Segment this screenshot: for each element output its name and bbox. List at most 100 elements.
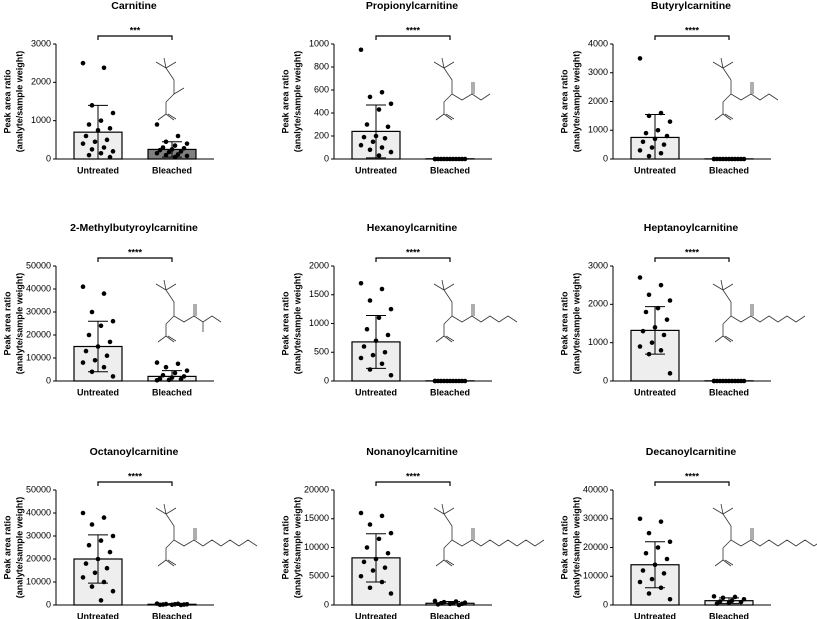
data-point [640, 568, 646, 573]
data-point [166, 149, 172, 155]
data-point [388, 101, 394, 107]
data-point [637, 344, 643, 349]
data-point [432, 598, 438, 604]
data-point [637, 148, 643, 153]
bond [157, 335, 167, 343]
data-point [172, 143, 178, 148]
x-tick-label: Bleached [709, 387, 749, 397]
y-tick-label: 500 [314, 347, 329, 357]
data-point [667, 371, 673, 376]
data-point [640, 139, 646, 145]
data-point [732, 594, 738, 600]
y-axis-label: Peak area ratio [559, 291, 569, 356]
y-tick-label: 20000 [304, 484, 329, 494]
data-point [388, 591, 394, 596]
bond [433, 283, 445, 291]
y-tick-label: 200 [314, 130, 329, 140]
y-tick-label: 2000 [309, 260, 329, 270]
bond [435, 335, 445, 343]
data-point [83, 348, 89, 354]
data-point [664, 317, 670, 322]
x-tick-label: Untreated [355, 611, 397, 619]
data-point [658, 150, 664, 156]
bond [155, 283, 167, 291]
y-tick-label: 30000 [583, 513, 608, 523]
data-point [110, 374, 116, 379]
data-point [107, 549, 113, 555]
chart-title: 2-Methylbutyroylcarnitine [70, 222, 198, 234]
bond [443, 507, 455, 515]
bond [443, 559, 453, 567]
data-point [104, 137, 110, 143]
data-point [101, 65, 107, 71]
data-point [385, 124, 391, 130]
data-point [98, 118, 104, 123]
data-point [667, 298, 673, 303]
bond [445, 335, 455, 342]
error-bar [162, 603, 182, 606]
significance-label: **** [685, 247, 700, 257]
bond [722, 507, 734, 515]
data-point [157, 602, 163, 608]
data-point [367, 522, 373, 527]
data-point [379, 513, 385, 519]
y-tick-label: 40000 [26, 507, 51, 517]
data-point [379, 145, 385, 150]
chart-title: Heptanoylcarnitine [644, 222, 739, 234]
bond [441, 503, 445, 515]
data-point [80, 60, 86, 66]
y-tick-label: 20000 [26, 329, 51, 339]
data-point [154, 122, 160, 127]
data-point [98, 323, 104, 329]
x-tick-label: Bleached [152, 165, 192, 175]
x-tick-label: Bleached [430, 387, 470, 397]
bond [443, 67, 453, 114]
data-point [361, 134, 367, 140]
y-axis-label: (analyte/sample weight) [571, 51, 581, 153]
bond [714, 113, 724, 121]
data-point [89, 584, 95, 589]
data-point [160, 145, 166, 150]
bond [173, 539, 195, 547]
y-tick-label: 20000 [26, 553, 51, 563]
data-point [98, 538, 104, 543]
significance-bracket [375, 257, 451, 262]
bond [163, 503, 167, 515]
data-point [385, 550, 391, 556]
significance-bracket [654, 257, 730, 262]
y-tick-label: 600 [314, 84, 329, 94]
error-bar [719, 597, 739, 605]
error-bar [366, 314, 386, 369]
y-axis-label: Peak area ratio [2, 69, 12, 134]
data-point [181, 145, 187, 151]
bond [750, 93, 779, 101]
data-point [646, 530, 652, 536]
data-point [367, 298, 373, 303]
data-point [379, 361, 385, 367]
significance-label: **** [128, 471, 143, 481]
bond [433, 507, 445, 515]
significance-bracket [97, 257, 173, 262]
data-point [658, 519, 664, 524]
y-tick-label: 1000 [588, 337, 608, 347]
bond [167, 559, 177, 566]
y-tick-label: 10000 [304, 542, 329, 552]
x-tick-label: Bleached [709, 611, 749, 619]
error-bar [88, 320, 108, 373]
significance-bracket [97, 35, 173, 40]
y-tick-label: 0 [46, 599, 51, 609]
data-point [110, 318, 116, 324]
data-point [163, 152, 169, 158]
data-point [101, 515, 107, 520]
data-point [640, 328, 646, 334]
data-point [661, 142, 667, 147]
bond [712, 283, 724, 291]
y-tick-label: 40000 [583, 484, 608, 494]
x-tick-label: Bleached [709, 165, 749, 175]
data-point [358, 355, 364, 361]
data-point [370, 568, 376, 573]
bond [722, 61, 734, 69]
error-bar [88, 534, 108, 584]
bond [722, 559, 732, 567]
